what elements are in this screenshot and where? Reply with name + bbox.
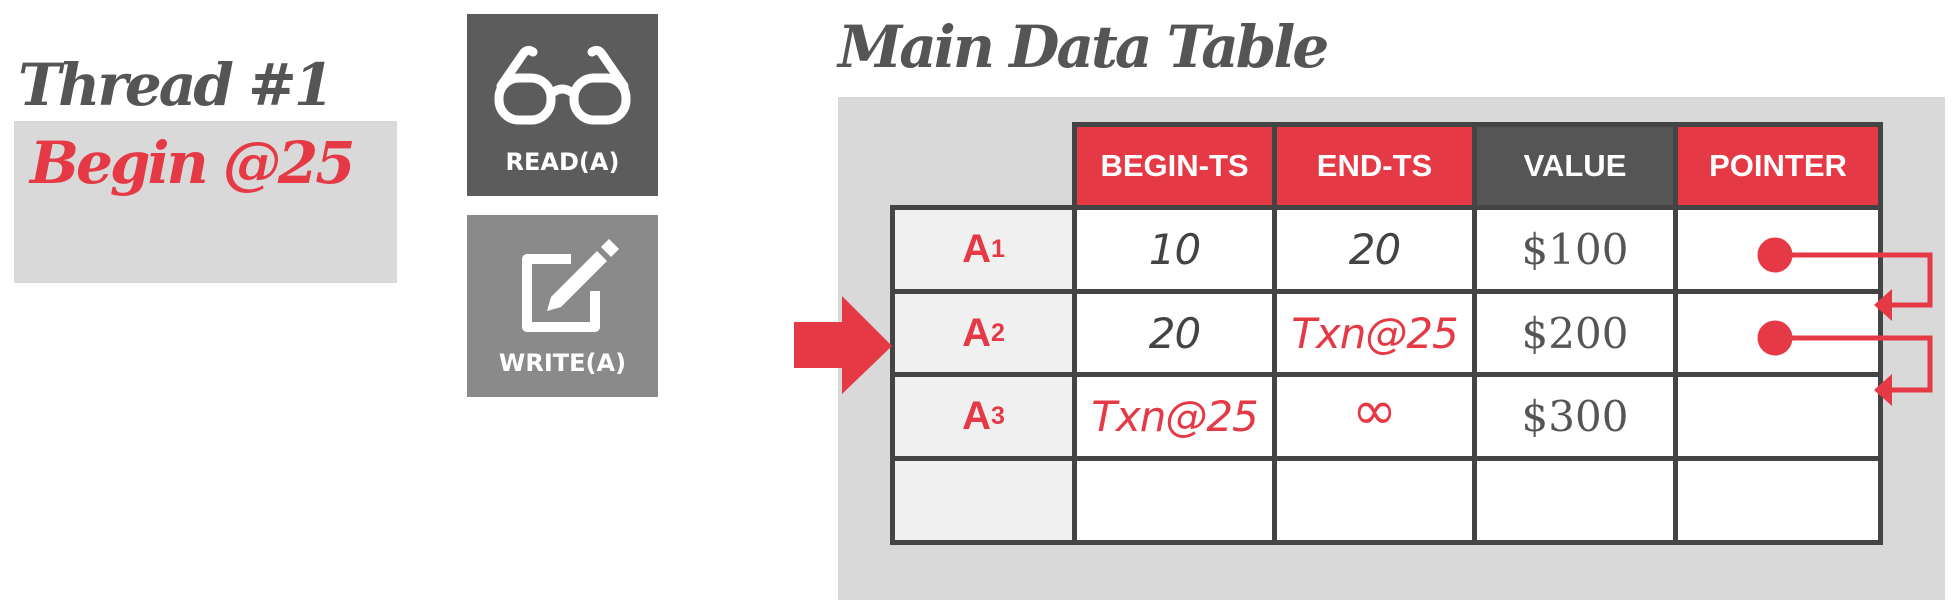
header-end-ts: END-TS <box>1272 122 1477 210</box>
thread-panel <box>14 121 397 283</box>
write-label: WRITE(A) <box>498 349 627 377</box>
pointer-arrowhead <box>1874 289 1892 321</box>
cell-begin-ts: 10 <box>1072 205 1277 294</box>
header-value: VALUE <box>1472 122 1678 210</box>
current-row-arrow <box>794 296 892 394</box>
empty-cell <box>1272 456 1477 545</box>
write-operation: WRITE(A) <box>467 215 658 397</box>
read-operation: READ(A) <box>467 14 658 196</box>
thread-title: Thread #1 <box>18 51 334 119</box>
empty-cell <box>1673 456 1883 545</box>
glasses-icon <box>494 45 631 125</box>
empty-cell <box>1072 456 1277 545</box>
pointer-arrowhead <box>1874 374 1892 406</box>
cell-value: $300 <box>1472 372 1678 461</box>
table-title: Main Data Table <box>838 13 1329 81</box>
pointer-line-a1-to-a2 <box>1775 252 1933 308</box>
header-pointer: POINTER <box>1673 122 1883 210</box>
read-label: READ(A) <box>505 148 620 176</box>
cell-value: $100 <box>1472 205 1678 294</box>
cell-end-ts: 20 <box>1272 205 1477 294</box>
cell-begin-ts: Txn@25 <box>1072 372 1277 461</box>
thread-begin-timestamp: Begin @25 <box>30 129 356 197</box>
header-begin-ts: BEGIN-TS <box>1072 122 1277 210</box>
edit-icon <box>522 239 619 332</box>
empty-cell <box>1472 456 1678 545</box>
cell-begin-ts: 20 <box>1072 289 1277 377</box>
cell-value: $200 <box>1472 289 1678 377</box>
cell-end-ts-infinity: ∞ <box>1272 372 1477 461</box>
cell-end-ts: Txn@25 <box>1272 289 1477 377</box>
version-pointer-arrows <box>1757 237 1933 406</box>
empty-row-label <box>890 456 1077 545</box>
pointer-line-a2-to-a3 <box>1775 335 1933 393</box>
